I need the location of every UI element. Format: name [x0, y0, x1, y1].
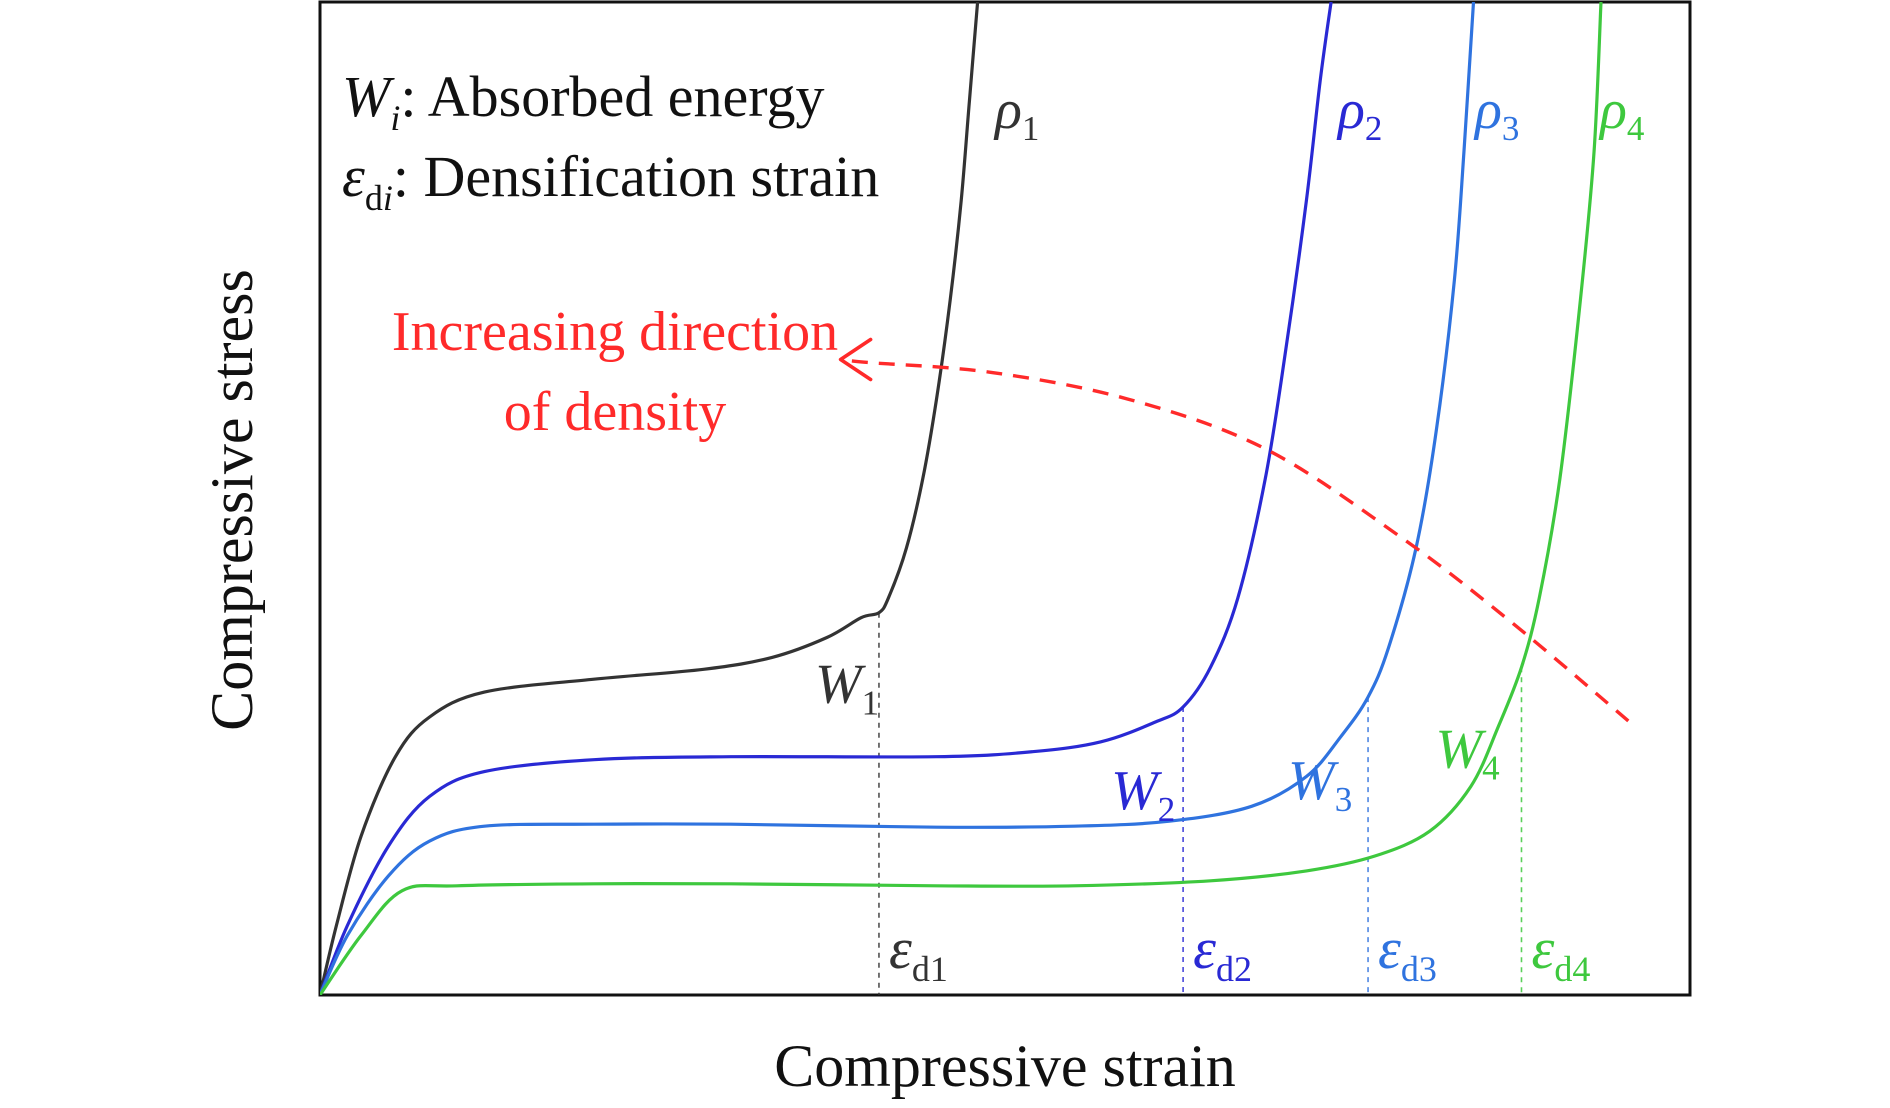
density-arrow	[838, 337, 1630, 723]
curve-rho2	[320, 2, 1333, 995]
x-axis-label: Compressive strain	[774, 1033, 1236, 1099]
curve-rho3	[320, 2, 1476, 995]
legend-absorbed-energy: Wi: Absorbed energy	[342, 64, 825, 138]
w-label-rho3: W3	[1288, 750, 1352, 819]
plot-frame	[318, 0, 1692, 997]
rho-label-rho4: ρ4	[1598, 79, 1644, 148]
w-label-rho1: W1	[815, 654, 879, 723]
curves-layer	[320, 2, 1603, 995]
annotation-line-2: of density	[504, 381, 726, 443]
densification-guides	[878, 612, 1523, 995]
w-label-rho2: W2	[1111, 760, 1175, 829]
curve-rho4	[320, 2, 1603, 995]
density-arrow-path	[840, 357, 1630, 723]
curve-rho1	[320, 2, 980, 995]
rho-label-rho3: ρ3	[1473, 79, 1519, 148]
density-arrow-head	[838, 337, 873, 382]
rho-label-rho1: ρ1	[993, 79, 1039, 148]
eps-label-rho4: εd4	[1531, 916, 1590, 989]
eps-label-rho2: εd2	[1193, 916, 1252, 989]
series-labels: ρ1 W1 εd1 ρ2 W2 εd2 ρ3 W3 εd3 ρ4 W4 εd4	[815, 79, 1644, 989]
annotation-line-1: Increasing direction	[392, 301, 838, 363]
eps-label-rho1: εd1	[889, 916, 948, 989]
y-axis-label: Compressive stress	[199, 269, 265, 731]
legend-densification-strain: εdi: Densification strain	[342, 144, 879, 218]
eps-label-rho3: εd3	[1378, 916, 1437, 989]
w-label-rho4: W4	[1435, 718, 1499, 787]
rho-label-rho2: ρ2	[1336, 79, 1382, 148]
